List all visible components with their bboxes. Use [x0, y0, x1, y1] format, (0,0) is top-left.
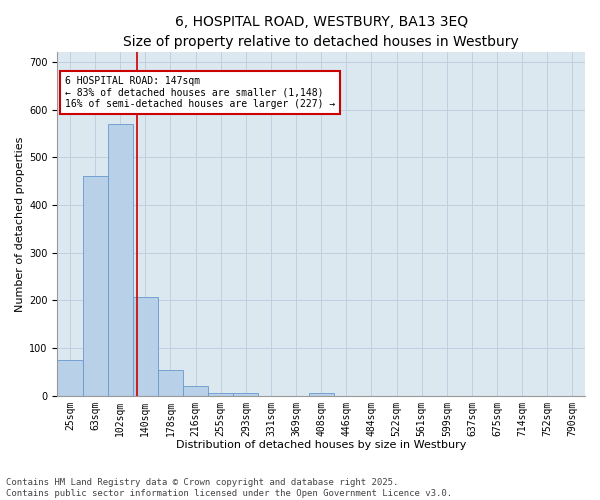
Text: 6 HOSPITAL ROAD: 147sqm
← 83% of detached houses are smaller (1,148)
16% of semi: 6 HOSPITAL ROAD: 147sqm ← 83% of detache… [65, 76, 335, 110]
Bar [233, 394, 259, 396]
Title: 6, HOSPITAL ROAD, WESTBURY, BA13 3EQ
Size of property relative to detached house: 6, HOSPITAL ROAD, WESTBURY, BA13 3EQ Siz… [124, 15, 519, 48]
Bar [183, 386, 208, 396]
Bar [308, 394, 334, 396]
Bar [83, 176, 107, 396]
Bar [158, 370, 183, 396]
Bar [107, 124, 133, 396]
Bar [133, 297, 158, 396]
Bar [58, 360, 83, 396]
Y-axis label: Number of detached properties: Number of detached properties [15, 136, 25, 312]
Bar [208, 394, 233, 396]
Text: Contains HM Land Registry data © Crown copyright and database right 2025.
Contai: Contains HM Land Registry data © Crown c… [6, 478, 452, 498]
X-axis label: Distribution of detached houses by size in Westbury: Distribution of detached houses by size … [176, 440, 466, 450]
